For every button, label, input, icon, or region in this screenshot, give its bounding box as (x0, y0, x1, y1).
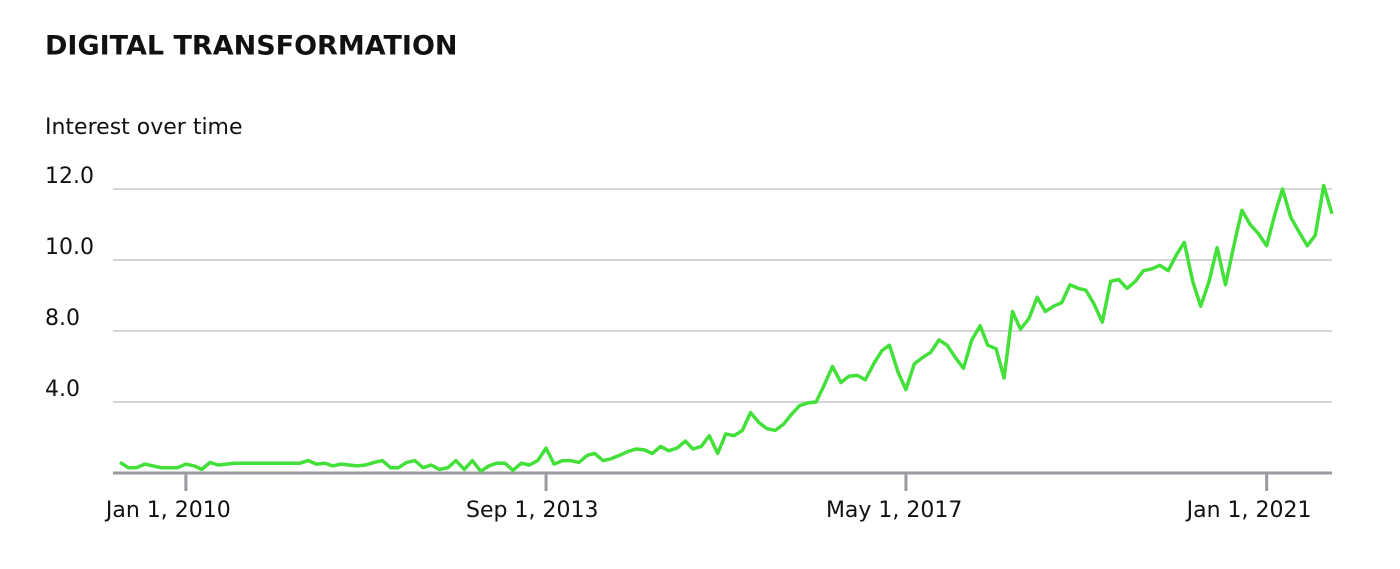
chart-title: DIGITAL TRANSFORMATION (45, 31, 458, 62)
x-tick-label: Sep 1, 2013 (466, 498, 598, 523)
data-line (119, 183, 1334, 473)
y-tick-label: 10.0 (45, 235, 94, 260)
x-tick-label: Jan 1, 2021 (1185, 498, 1312, 523)
y-tick-label: 4.0 (45, 377, 80, 402)
y-tick-label: 8.0 (45, 306, 80, 331)
x-tick-label: Jan 1, 2010 (104, 498, 231, 523)
chart-subtitle: Interest over time (45, 115, 243, 140)
y-tick-label: 12.0 (45, 164, 94, 189)
x-tick-label: May 1, 2017 (826, 498, 962, 523)
